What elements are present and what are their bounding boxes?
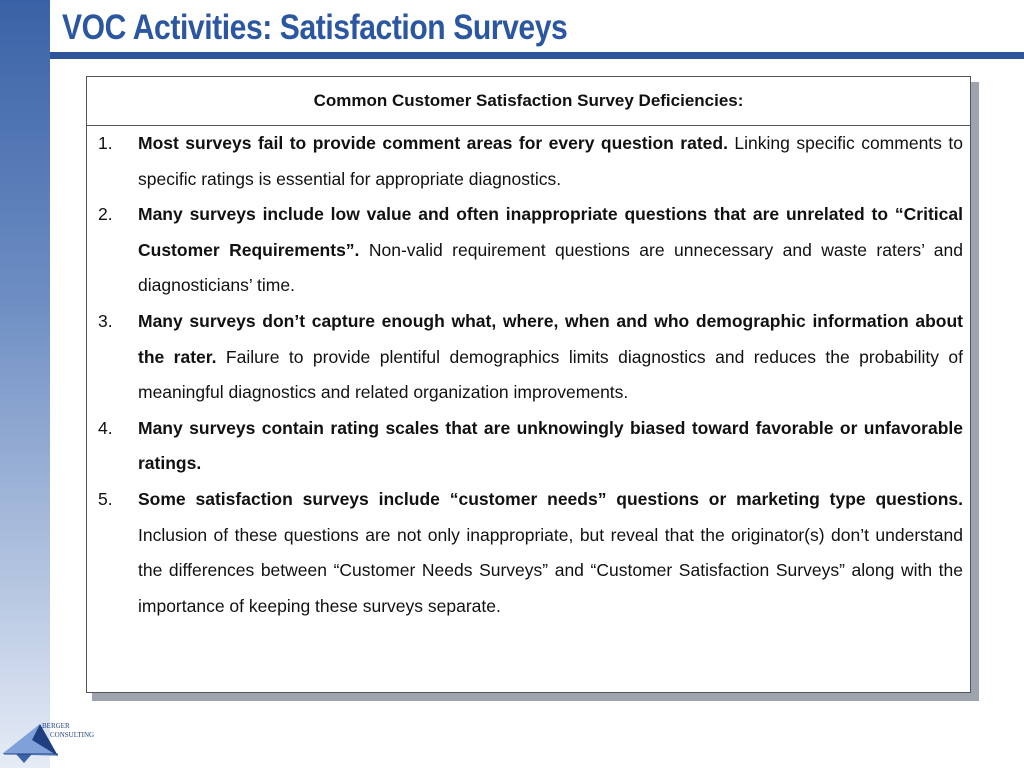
item-text: Many surveys include low value and often… [138, 197, 963, 304]
item-number: 4. [98, 417, 113, 438]
item-bold-text: Many surveys don’t capture enough what, … [138, 310, 963, 367]
item-number: 2. [98, 204, 113, 225]
deficiencies-table: Common Customer Satisfaction Survey Defi… [86, 76, 971, 693]
item-bold-text: Many surveys include low value and often… [138, 204, 963, 260]
deficiency-list: 1. Most surveys fail to provide comment … [87, 126, 970, 624]
slide-title: VOC Activities: Satisfaction Surveys [62, 8, 568, 47]
item-text: Many surveys don’t capture enough what, … [138, 304, 963, 411]
logo-small-triangle [16, 754, 32, 763]
logo-line-2: CONSULTING [50, 731, 95, 739]
item-text: Some satisfaction surveys include “custo… [138, 482, 963, 624]
berger-consulting-logo: BERGER CONSULTING [2, 720, 112, 764]
item-plain-text: Failure to provide plentiful demographic… [138, 346, 963, 403]
list-item: 4. Many surveys contain rating scales th… [87, 411, 963, 482]
item-number: 1. [98, 133, 113, 153]
item-bold-text: Some satisfaction surveys include “custo… [138, 488, 963, 509]
left-gradient-bar [0, 0, 50, 768]
logo-line-1: BERGER [42, 722, 70, 730]
item-plain-text: Inclusion of these questions are not onl… [138, 524, 963, 616]
title-underline [50, 52, 1024, 59]
item-bold-text: Many surveys contain rating scales that … [138, 417, 963, 474]
item-number: 3. [98, 310, 113, 331]
list-item: 3. Many surveys don’t capture enough wha… [87, 304, 963, 411]
list-item: 5. Some satisfaction surveys include “cu… [87, 482, 963, 624]
list-item: 2. Many surveys include low value and of… [87, 197, 963, 304]
table-header: Common Customer Satisfaction Survey Defi… [87, 77, 970, 126]
item-number: 5. [98, 488, 113, 509]
logo-dark-facet [32, 724, 58, 756]
item-bold-text: Most surveys fail to provide comment are… [138, 133, 728, 153]
item-text: Many surveys contain rating scales that … [138, 411, 963, 482]
item-plain-text: Linking specific comments to specific ra… [138, 133, 963, 189]
list-item: 1. Most surveys fail to provide comment … [87, 126, 963, 197]
logo-mark-icon [2, 724, 58, 763]
item-text: Most surveys fail to provide comment are… [138, 126, 963, 197]
item-plain-text: Non-valid requirement questions are unne… [138, 239, 964, 296]
